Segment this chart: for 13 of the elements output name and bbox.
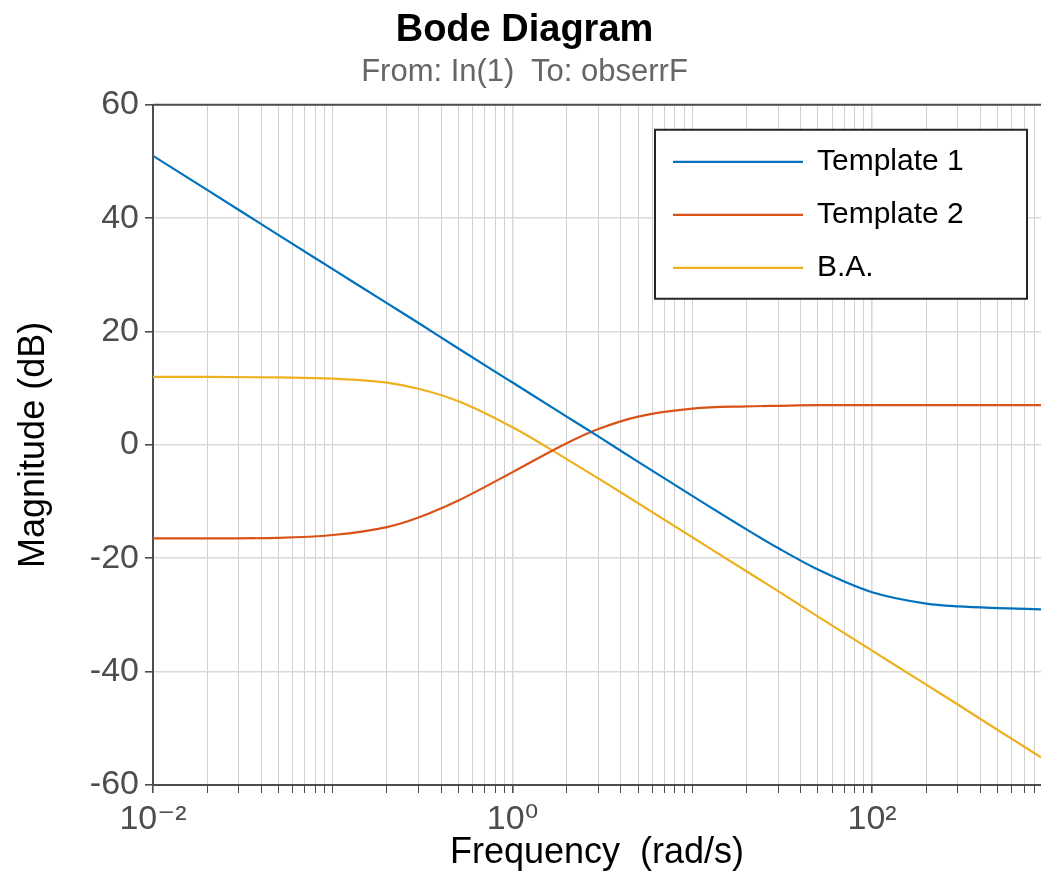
y-tick-label: 60 (101, 83, 139, 122)
legend-label: B.A. (817, 249, 874, 283)
chart-title: Bode Diagram (395, 7, 654, 50)
x-tick-label: 10² (847, 797, 897, 836)
y-tick-label: 40 (101, 196, 139, 235)
y-tick-label: 20 (101, 309, 139, 348)
y-tick-label: 0 (120, 423, 139, 462)
legend-label: Template 1 (817, 143, 964, 177)
legend-label: Template 2 (817, 196, 964, 230)
chart-subtitle: From: In(1) To: obserrF (361, 52, 688, 88)
y-tick-label: -40 (89, 650, 139, 689)
y-axis-title: Magnitude (dB) (10, 321, 52, 568)
y-tick-label: -20 (89, 536, 139, 575)
